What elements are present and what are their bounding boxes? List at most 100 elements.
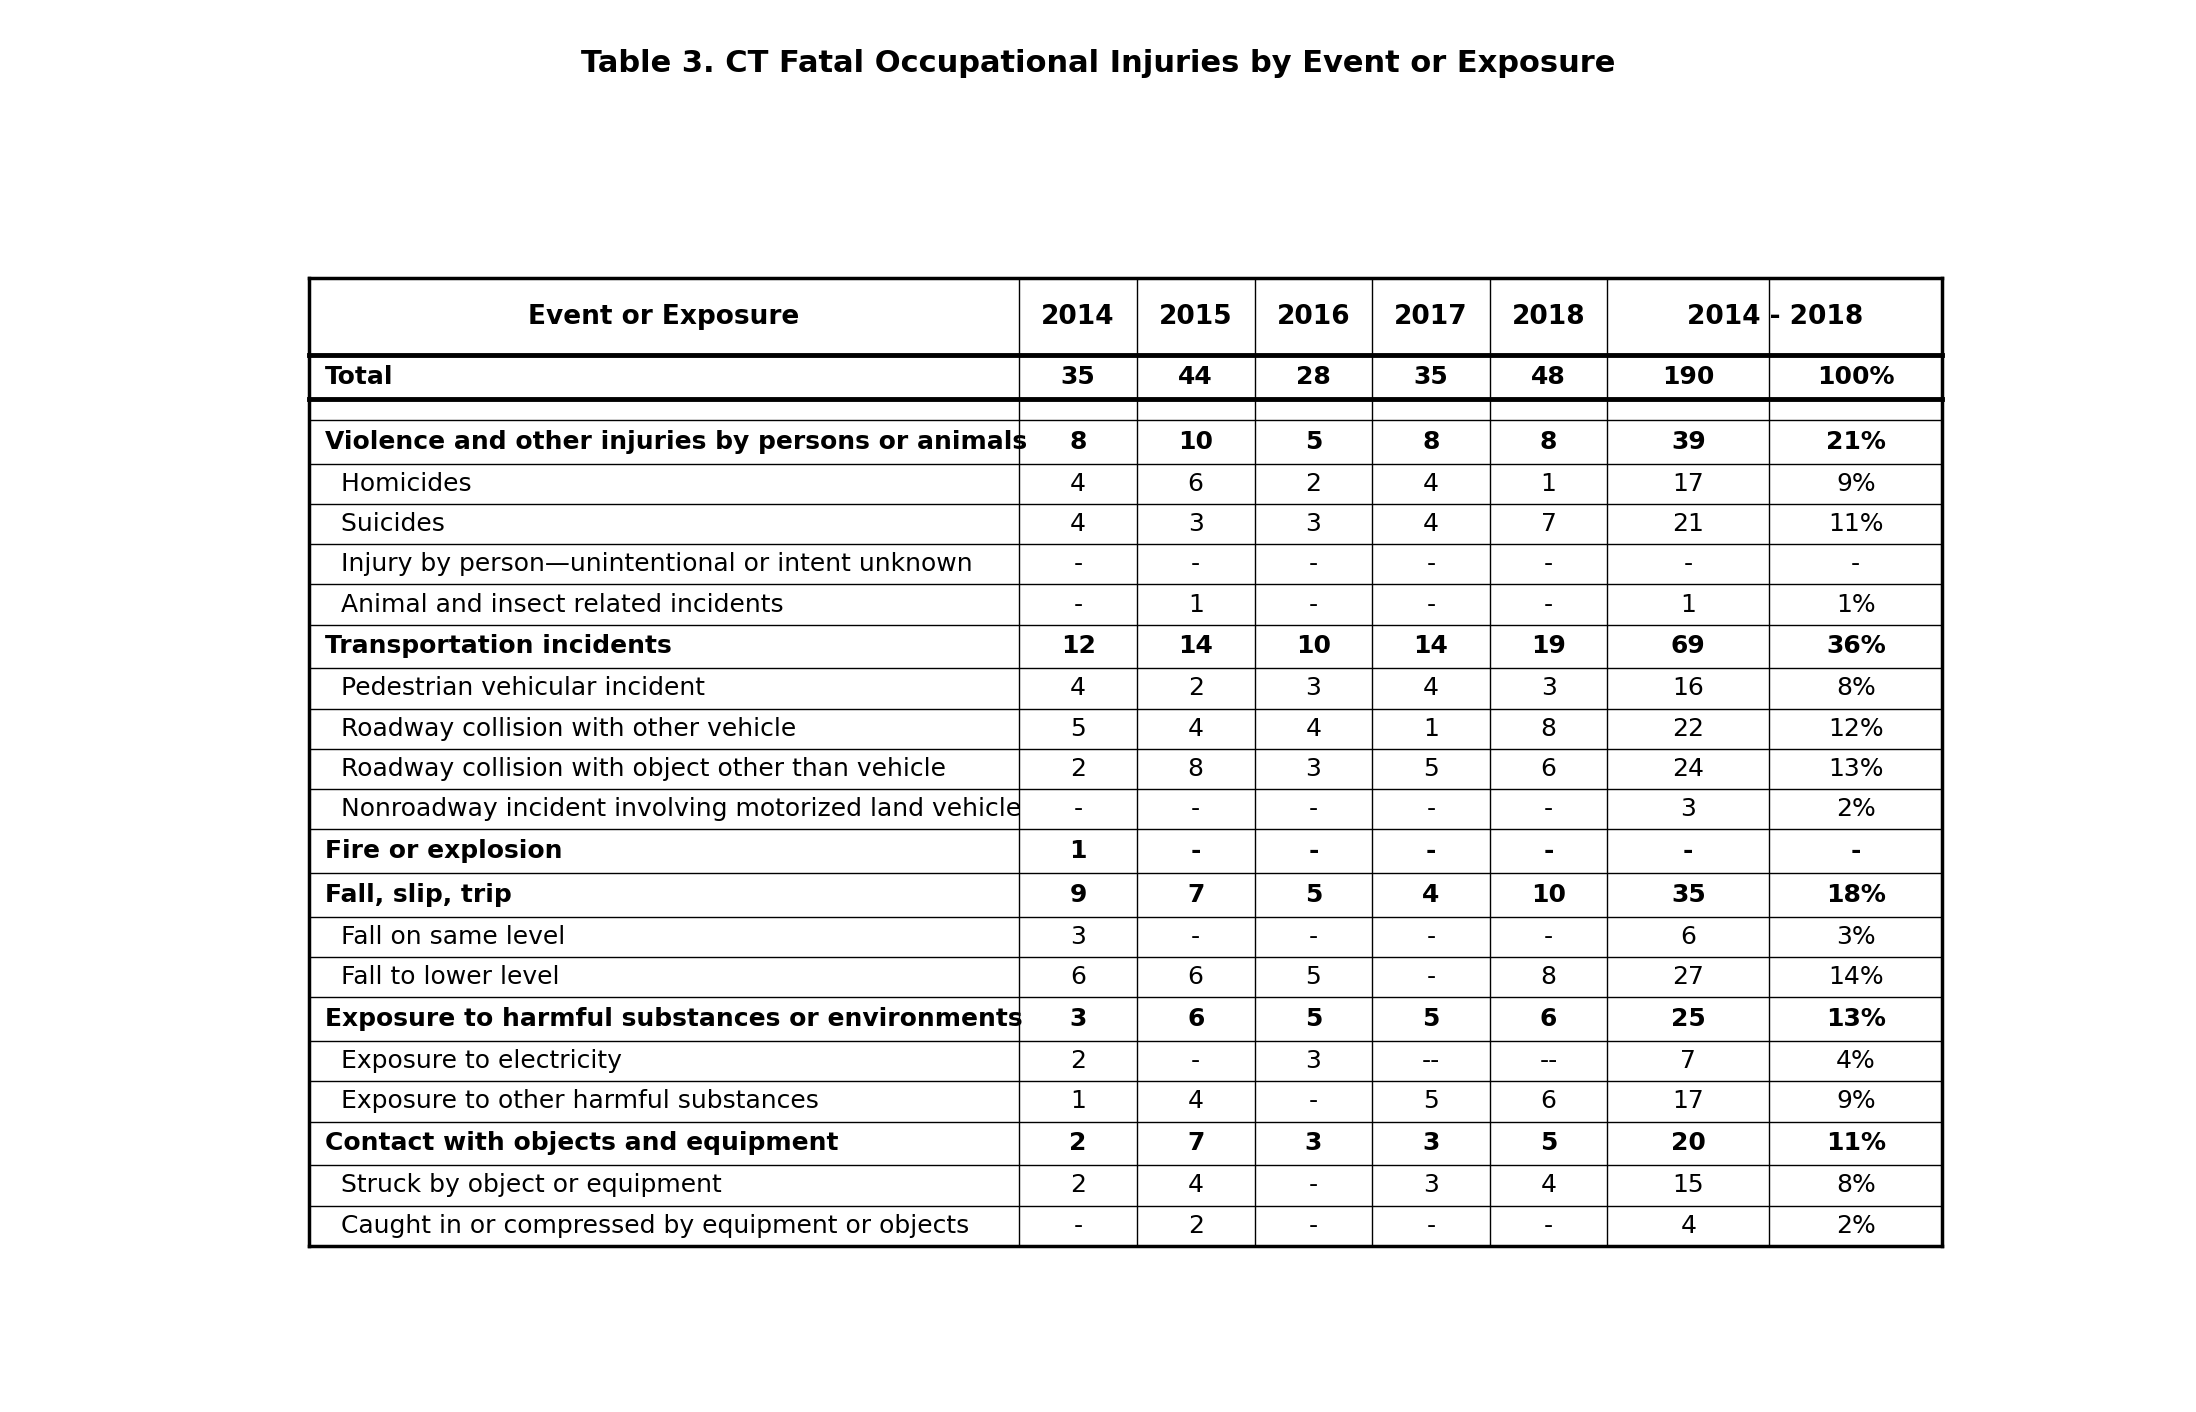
Text: 48: 48 bbox=[1531, 366, 1566, 390]
Text: 3: 3 bbox=[1188, 513, 1203, 537]
Text: 17: 17 bbox=[1673, 472, 1704, 496]
Text: 2014: 2014 bbox=[1041, 304, 1116, 329]
Text: -: - bbox=[1074, 1214, 1083, 1238]
Text: -: - bbox=[1851, 839, 1860, 863]
Text: 8: 8 bbox=[1542, 966, 1557, 990]
Text: -: - bbox=[1427, 925, 1436, 949]
Text: Table 3. CT Fatal Occupational Injuries by Event or Exposure: Table 3. CT Fatal Occupational Injuries … bbox=[580, 49, 1616, 79]
Text: Contact with objects and equipment: Contact with objects and equipment bbox=[325, 1131, 839, 1155]
Text: 35: 35 bbox=[1671, 882, 1706, 907]
Text: 6: 6 bbox=[1188, 1007, 1203, 1031]
Text: -: - bbox=[1544, 839, 1555, 863]
Text: 2: 2 bbox=[1069, 1131, 1087, 1155]
Text: Animal and insect related incidents: Animal and insect related incidents bbox=[325, 593, 784, 617]
Text: -: - bbox=[1190, 839, 1201, 863]
Text: 1: 1 bbox=[1423, 717, 1438, 741]
Text: 3%: 3% bbox=[1836, 925, 1875, 949]
Text: 4: 4 bbox=[1069, 676, 1087, 700]
Text: -: - bbox=[1544, 925, 1553, 949]
Text: 2: 2 bbox=[1188, 1214, 1203, 1238]
Text: 3: 3 bbox=[1069, 925, 1087, 949]
Text: 4: 4 bbox=[1423, 513, 1438, 537]
Text: 2018: 2018 bbox=[1511, 304, 1586, 329]
Text: -: - bbox=[1190, 798, 1201, 822]
Text: 6: 6 bbox=[1680, 925, 1695, 949]
Text: 20: 20 bbox=[1671, 1131, 1706, 1155]
Text: -: - bbox=[1427, 593, 1436, 617]
Text: 5: 5 bbox=[1423, 1090, 1438, 1114]
Text: 100%: 100% bbox=[1816, 366, 1895, 390]
Text: Exposure to electricity: Exposure to electricity bbox=[325, 1049, 621, 1073]
Text: -: - bbox=[1074, 798, 1083, 822]
Text: 3: 3 bbox=[1542, 676, 1557, 700]
Text: --: -- bbox=[1539, 1049, 1557, 1073]
Text: -: - bbox=[1309, 1214, 1318, 1238]
Text: Struck by object or equipment: Struck by object or equipment bbox=[325, 1173, 722, 1197]
Text: 4: 4 bbox=[1423, 882, 1441, 907]
Text: 2: 2 bbox=[1069, 757, 1087, 781]
Text: -: - bbox=[1544, 1214, 1553, 1238]
Text: 25: 25 bbox=[1671, 1007, 1706, 1031]
Text: 44: 44 bbox=[1179, 366, 1212, 390]
Text: 9%: 9% bbox=[1836, 472, 1875, 496]
Text: 7: 7 bbox=[1188, 1131, 1203, 1155]
Text: Homicides: Homicides bbox=[325, 472, 472, 496]
Text: 3: 3 bbox=[1304, 1049, 1322, 1073]
Text: 16: 16 bbox=[1673, 676, 1704, 700]
Text: -: - bbox=[1309, 1090, 1318, 1114]
Text: 7: 7 bbox=[1188, 882, 1203, 907]
Text: 69: 69 bbox=[1671, 634, 1706, 658]
Text: Injury by person—unintentional or intent unknown: Injury by person—unintentional or intent… bbox=[325, 552, 973, 576]
Text: -: - bbox=[1074, 552, 1083, 576]
Text: 6: 6 bbox=[1188, 472, 1203, 496]
Text: 14: 14 bbox=[1414, 634, 1449, 658]
Text: 39: 39 bbox=[1671, 429, 1706, 453]
Text: 21%: 21% bbox=[1825, 429, 1886, 453]
Text: Exposure to other harmful substances: Exposure to other harmful substances bbox=[325, 1090, 819, 1114]
Text: -: - bbox=[1309, 552, 1318, 576]
Text: 9: 9 bbox=[1069, 882, 1087, 907]
Text: -: - bbox=[1190, 1049, 1201, 1073]
Text: 36%: 36% bbox=[1825, 634, 1886, 658]
Text: 4: 4 bbox=[1423, 472, 1438, 496]
Text: 3: 3 bbox=[1680, 798, 1695, 822]
Text: 3: 3 bbox=[1423, 1173, 1438, 1197]
Text: 2: 2 bbox=[1069, 1049, 1087, 1073]
Text: -: - bbox=[1309, 1173, 1318, 1197]
Text: 2: 2 bbox=[1069, 1173, 1087, 1197]
Text: -: - bbox=[1427, 552, 1436, 576]
Text: 15: 15 bbox=[1673, 1173, 1704, 1197]
Text: Total: Total bbox=[325, 366, 393, 390]
Text: 3: 3 bbox=[1423, 1131, 1441, 1155]
Text: 2017: 2017 bbox=[1394, 304, 1467, 329]
Text: 6: 6 bbox=[1069, 966, 1087, 990]
Text: -: - bbox=[1190, 552, 1201, 576]
Text: -: - bbox=[1074, 593, 1083, 617]
Text: 2: 2 bbox=[1188, 676, 1203, 700]
Text: -: - bbox=[1684, 552, 1693, 576]
Text: 2%: 2% bbox=[1836, 1214, 1875, 1238]
Text: 10: 10 bbox=[1531, 882, 1566, 907]
Text: 11%: 11% bbox=[1827, 513, 1884, 537]
Text: Fall on same level: Fall on same level bbox=[325, 925, 564, 949]
Text: Violence and other injuries by persons or animals: Violence and other injuries by persons o… bbox=[325, 429, 1028, 453]
Text: 35: 35 bbox=[1414, 366, 1449, 390]
Text: -: - bbox=[1544, 798, 1553, 822]
Text: 6: 6 bbox=[1188, 966, 1203, 990]
Text: --: -- bbox=[1421, 1049, 1441, 1073]
Text: 22: 22 bbox=[1673, 717, 1704, 741]
Text: Roadway collision with other vehicle: Roadway collision with other vehicle bbox=[325, 717, 797, 741]
Text: -: - bbox=[1309, 925, 1318, 949]
Text: 8: 8 bbox=[1069, 429, 1087, 453]
Text: -: - bbox=[1427, 966, 1436, 990]
Text: 1: 1 bbox=[1680, 593, 1695, 617]
Text: 9%: 9% bbox=[1836, 1090, 1875, 1114]
Text: Nonroadway incident involving motorized land vehicle: Nonroadway incident involving motorized … bbox=[325, 798, 1021, 822]
Text: 6: 6 bbox=[1542, 757, 1557, 781]
Text: 28: 28 bbox=[1296, 366, 1331, 390]
Text: 24: 24 bbox=[1673, 757, 1704, 781]
Text: 35: 35 bbox=[1061, 366, 1096, 390]
Text: 5: 5 bbox=[1304, 966, 1322, 990]
Text: 10: 10 bbox=[1296, 634, 1331, 658]
Text: 5: 5 bbox=[1304, 882, 1322, 907]
